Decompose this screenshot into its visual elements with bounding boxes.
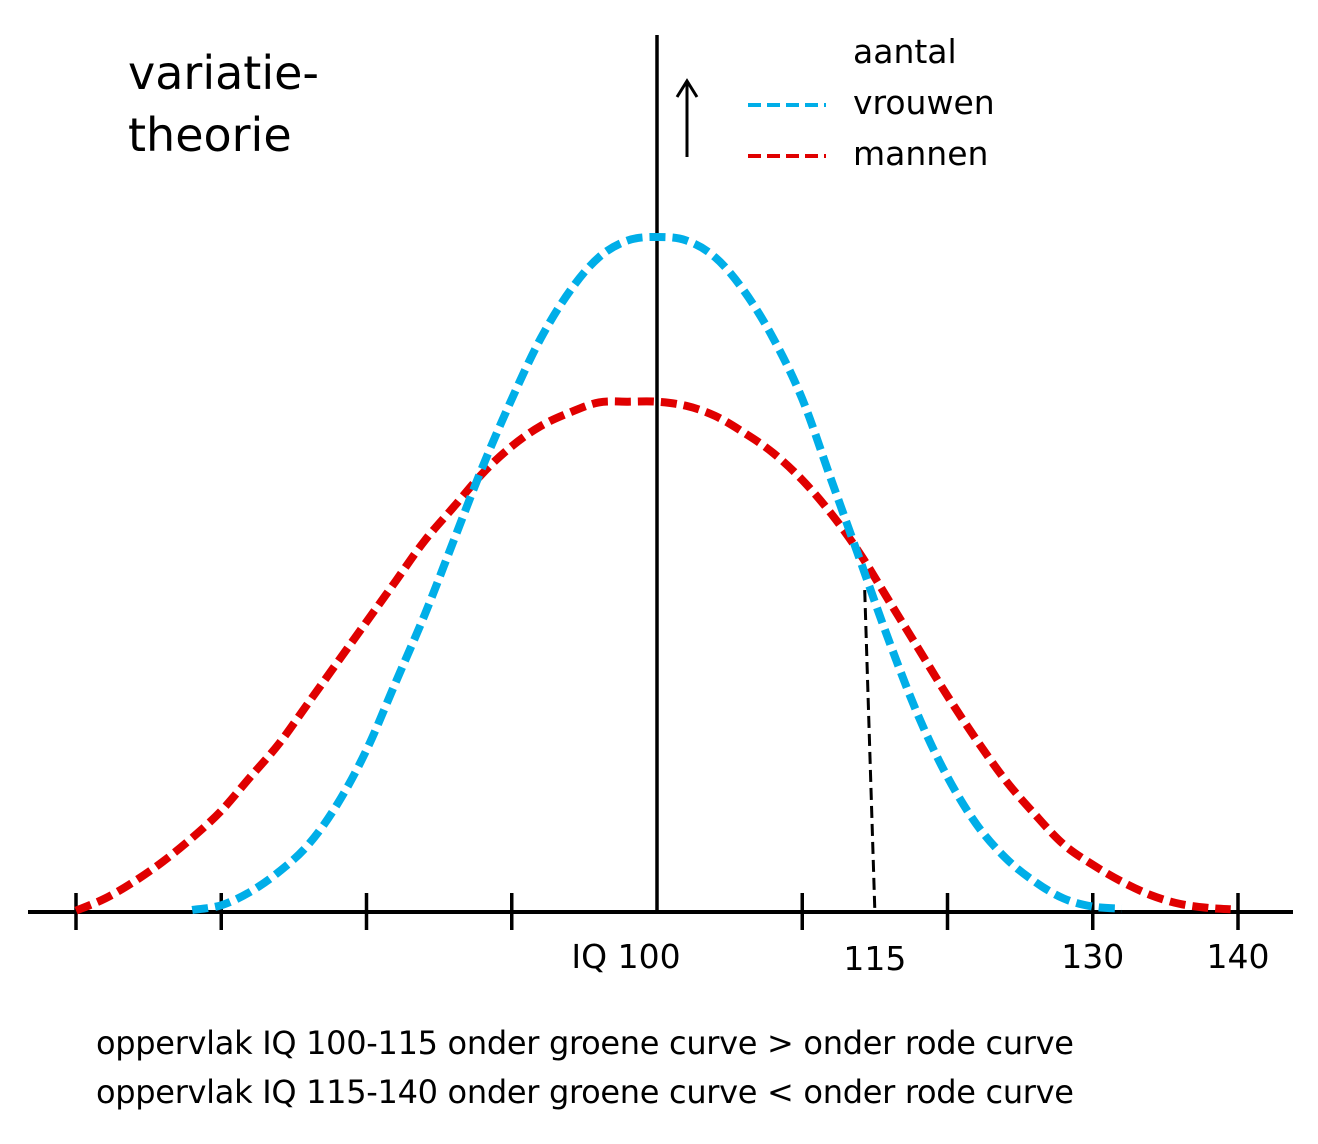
axes <box>28 35 1293 914</box>
caption-line-1: oppervlak IQ 100-115 onder groene curve … <box>96 1024 1074 1062</box>
series-line-mannen <box>74 397 1231 915</box>
y-axis-label: aantal <box>853 32 957 71</box>
x-ticks <box>74 893 1240 930</box>
x-tick-label-140: 140 <box>1207 937 1270 976</box>
x-tick-label-115: 115 <box>843 939 906 978</box>
series-line-vrouwen <box>191 232 1123 914</box>
x-tick-labels: IQ 100 115 130 140 <box>571 937 1269 978</box>
drop-line-annotation <box>863 589 877 913</box>
chart-title-line-2: theorie <box>128 108 292 162</box>
series-group <box>74 232 1231 915</box>
chart-title-line-1: variatie- <box>128 46 320 100</box>
annotations <box>863 589 877 913</box>
x-tick-label-130: 130 <box>1061 937 1124 976</box>
caption-line-2: oppervlak IQ 115-140 onder groene curve … <box>96 1073 1074 1111</box>
legend-label-vrouwen: vrouwen <box>853 83 995 122</box>
x-tick-label-100: IQ 100 <box>571 937 680 976</box>
up-arrow-icon <box>675 78 699 157</box>
legend-label-mannen: mannen <box>853 134 989 173</box>
